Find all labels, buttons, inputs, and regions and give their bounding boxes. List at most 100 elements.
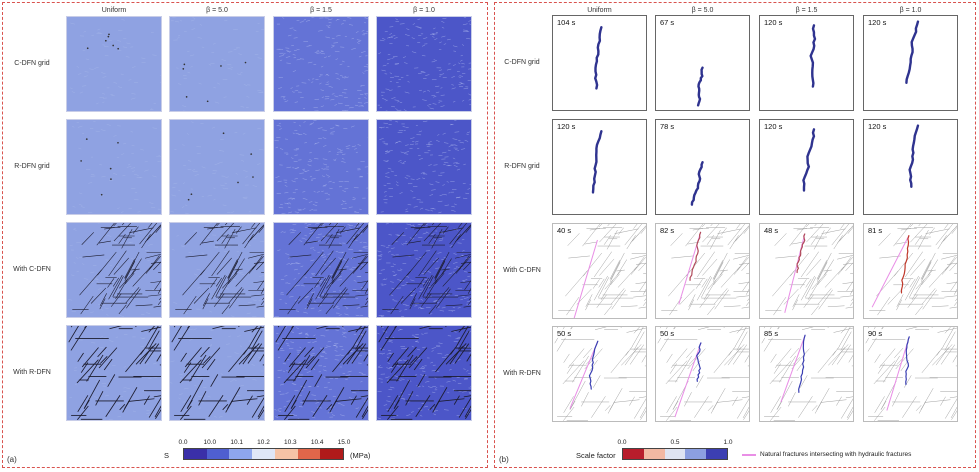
natural-fracture — [251, 397, 264, 418]
natural-fracture — [845, 262, 853, 272]
panel-b-row-header: With C-DFN — [503, 267, 541, 274]
natural-fracture — [633, 295, 646, 298]
natural-fracture — [625, 346, 633, 356]
natural-fracture — [565, 270, 588, 297]
natural-fracture — [135, 326, 137, 328]
natural-fracture — [435, 287, 450, 304]
panel-a-column-header: Uniform — [101, 7, 127, 14]
natural-fracture — [714, 289, 729, 310]
natural-fracture — [232, 227, 257, 233]
natural-fracture — [713, 350, 733, 374]
natural-fracture — [940, 396, 946, 406]
elapsed-time-label: 50 s — [556, 329, 573, 338]
natural-fracture — [825, 227, 831, 235]
natural-fracture — [351, 253, 368, 259]
natural-fracture — [772, 270, 795, 297]
natural-fracture — [810, 234, 818, 245]
natural-fracture — [173, 326, 191, 351]
natural-fracture — [428, 233, 436, 244]
natural-fracture — [917, 229, 929, 250]
natural-fracture — [405, 391, 414, 406]
panel-a: (a) — [2, 2, 488, 468]
elapsed-time-label: 82 s — [659, 226, 676, 235]
hydraulic-fracture — [696, 66, 704, 107]
natural-fracture — [904, 251, 923, 278]
natural-fracture — [238, 304, 256, 307]
natural-fracture — [157, 300, 161, 305]
natural-fracture — [335, 398, 362, 402]
panel-a-column-header: β = 5.0 — [206, 7, 228, 14]
natural-fracture — [100, 355, 108, 364]
natural-fracture — [744, 354, 749, 363]
natural-fracture — [736, 327, 743, 334]
natural-fracture — [211, 274, 226, 300]
panel-a-tag: (a) — [7, 455, 17, 464]
natural-fracture — [431, 228, 443, 249]
natural-fracture — [408, 347, 428, 369]
natural-fracture — [423, 223, 427, 227]
natural-fracture — [221, 304, 230, 315]
natural-fracture — [135, 304, 153, 307]
colorbar-segment — [252, 449, 275, 459]
natural-fracture — [146, 326, 159, 346]
stress-legend-symbol: S — [164, 451, 170, 460]
natural-fracture — [107, 374, 116, 387]
natural-fracture — [936, 346, 944, 356]
natural-fracture — [821, 228, 846, 234]
natural-fracture — [630, 254, 646, 260]
natural-fracture — [360, 261, 368, 271]
natural-fracture — [774, 348, 792, 369]
natural-fracture — [355, 223, 360, 228]
natural-fracture — [803, 294, 814, 308]
intersecting-fracture — [871, 235, 910, 308]
natural-fracture — [222, 403, 229, 411]
natural-fracture — [81, 232, 94, 245]
natural-fracture — [610, 350, 630, 374]
natural-fracture — [148, 294, 161, 297]
natural-fracture — [806, 224, 824, 243]
panel-b-column-header: β = 5.0 — [691, 7, 714, 14]
natural-fracture — [779, 355, 796, 383]
natural-fracture — [570, 327, 573, 330]
natural-fracture — [113, 223, 132, 242]
natural-fracture — [362, 225, 368, 233]
hydraulic-fracture — [588, 340, 599, 390]
fracture-result-cell: 78 s — [655, 119, 750, 215]
natural-fracture — [610, 274, 620, 286]
natural-fracture — [306, 298, 313, 310]
natural-fracture — [732, 344, 748, 365]
natural-fracture — [836, 396, 842, 406]
natural-fracture — [455, 256, 471, 274]
hydraulic-fracture — [802, 128, 816, 192]
fracture-result-cell: 120 s — [863, 15, 958, 111]
natural-fracture — [77, 395, 89, 413]
natural-fracture — [796, 228, 808, 231]
natural-fracture — [589, 228, 601, 231]
natural-fracture — [941, 254, 957, 260]
natural-fracture — [817, 274, 827, 286]
natural-fracture — [791, 348, 810, 370]
natural-fracture — [790, 347, 800, 359]
natural-fracture — [684, 392, 692, 407]
natural-fracture — [620, 305, 638, 308]
natural-fracture — [445, 326, 447, 328]
panel-b-column-header: β = 1.5 — [795, 7, 818, 14]
natural-fracture — [189, 354, 207, 382]
natural-fracture — [817, 350, 837, 374]
natural-fracture — [783, 288, 799, 305]
natural-fracture — [249, 326, 262, 346]
natural-fracture — [82, 254, 105, 258]
natural-fracture — [325, 304, 334, 315]
natural-fracture — [591, 396, 606, 418]
natural-fracture — [200, 346, 210, 358]
natural-fracture — [736, 331, 748, 351]
natural-fracture — [104, 227, 115, 230]
natural-fracture — [666, 406, 678, 421]
natural-fracture — [679, 288, 695, 305]
natural-fracture — [814, 224, 817, 227]
natural-fracture — [357, 261, 368, 264]
fracture-legend-swatch — [742, 454, 756, 456]
natural-fracture — [833, 327, 853, 333]
natural-fracture — [665, 360, 688, 385]
natural-fracture — [937, 327, 957, 333]
